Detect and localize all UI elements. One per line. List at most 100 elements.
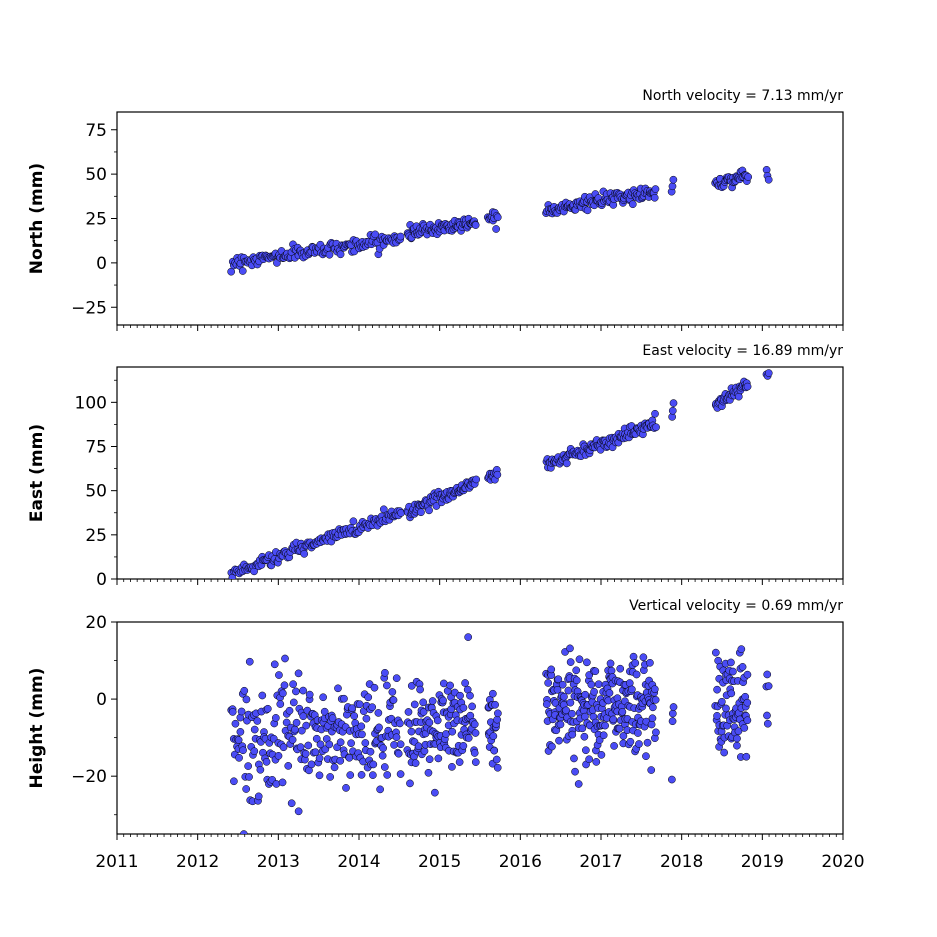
data-point <box>230 777 238 786</box>
data-point <box>325 250 334 259</box>
data-point <box>300 550 309 558</box>
data-point <box>616 664 625 673</box>
data-point <box>493 763 502 772</box>
data-point <box>361 739 370 747</box>
data-point <box>544 679 553 687</box>
data-point <box>278 778 287 787</box>
data-point <box>289 698 298 707</box>
x-tick-label: 2011 <box>95 852 138 872</box>
data-point <box>287 799 296 808</box>
data-point <box>727 689 736 698</box>
data-point <box>292 718 301 727</box>
data-point <box>494 709 502 718</box>
data-point <box>743 698 752 707</box>
y-axis-label: Height (mm) <box>27 668 47 789</box>
data-point <box>554 675 563 684</box>
data-point <box>763 670 772 679</box>
data-point <box>288 735 297 744</box>
data-point <box>299 712 308 721</box>
data-point <box>340 694 348 703</box>
data-point <box>376 785 384 794</box>
y-tick-label: −25 <box>71 298 107 318</box>
data-point <box>763 711 771 720</box>
data-point <box>572 676 581 685</box>
data-point <box>357 722 366 731</box>
data-point <box>383 771 392 779</box>
data-point <box>629 652 638 661</box>
data-point <box>370 683 379 692</box>
data-point <box>594 680 603 689</box>
data-point <box>296 743 305 751</box>
data-point <box>328 714 337 723</box>
data-point <box>651 409 659 418</box>
data-point <box>416 685 424 694</box>
data-point <box>740 724 749 732</box>
data-point <box>383 681 391 690</box>
data-points <box>227 369 773 579</box>
data-point <box>713 712 721 720</box>
y-tick-label: 25 <box>85 526 107 546</box>
data-point <box>237 707 246 716</box>
data-point <box>471 729 480 737</box>
data-point <box>722 704 730 713</box>
data-point <box>461 679 469 687</box>
data-point <box>669 175 678 184</box>
data-point <box>242 695 251 704</box>
data-point <box>411 759 420 767</box>
data-point <box>581 690 590 699</box>
data-point <box>734 392 743 401</box>
data-point <box>738 663 747 671</box>
data-point <box>564 686 573 695</box>
data-point <box>302 721 311 730</box>
data-point <box>729 667 737 676</box>
data-point <box>568 730 577 739</box>
y-tick-label: 75 <box>85 121 107 141</box>
data-point <box>346 771 355 779</box>
data-point <box>553 685 562 694</box>
data-point <box>311 748 320 757</box>
data-point <box>737 645 746 653</box>
data-point <box>489 689 497 698</box>
data-point <box>727 658 735 667</box>
data-point <box>609 715 618 724</box>
data-point <box>299 686 307 695</box>
data-point <box>570 754 578 763</box>
data-point <box>734 727 743 736</box>
data-point <box>381 668 389 677</box>
data-point <box>390 741 398 749</box>
y-tick-label: 0 <box>96 690 107 710</box>
data-point <box>424 768 433 777</box>
data-point <box>307 760 316 769</box>
data-point <box>592 758 601 766</box>
data-point <box>368 703 377 712</box>
data-point <box>668 775 676 784</box>
data-point <box>326 773 334 781</box>
data-point <box>650 193 659 202</box>
data-point <box>466 691 474 700</box>
data-point <box>493 470 502 479</box>
data-point <box>669 399 678 407</box>
data-point <box>231 719 240 728</box>
data-point <box>369 771 377 779</box>
x-tick-label: 2017 <box>579 852 622 872</box>
panel-height: −20 0 20 2011 2012 2013 2014 2015 2016 2017 2018 20… <box>27 598 865 872</box>
data-point <box>388 688 397 696</box>
data-point <box>471 758 480 766</box>
y-tick-label: −20 <box>71 767 107 787</box>
data-point <box>396 719 404 728</box>
data-point <box>646 658 654 667</box>
velocity-annotation: Vertical velocity = 0.69 mm/yr <box>629 598 843 614</box>
data-point <box>425 506 433 515</box>
data-point <box>258 691 267 700</box>
data-point <box>394 749 403 758</box>
x-tick-label: 2012 <box>176 852 219 872</box>
data-point <box>428 697 437 705</box>
data-point <box>312 734 321 743</box>
data-point <box>591 667 600 676</box>
data-point <box>639 653 648 662</box>
data-point <box>668 709 677 718</box>
y-tick-label: 75 <box>85 438 107 458</box>
data-point <box>396 770 405 778</box>
data-point <box>713 685 721 694</box>
data-point <box>744 173 753 181</box>
